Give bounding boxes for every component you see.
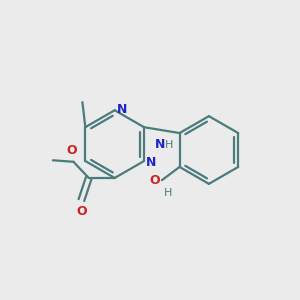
Text: N: N — [155, 138, 166, 152]
Text: H: H — [165, 140, 173, 149]
Text: O: O — [67, 144, 77, 158]
Text: H: H — [164, 188, 172, 197]
Text: N: N — [146, 156, 157, 169]
Text: O: O — [76, 206, 87, 218]
Text: N: N — [117, 103, 128, 116]
Text: O: O — [149, 174, 160, 187]
